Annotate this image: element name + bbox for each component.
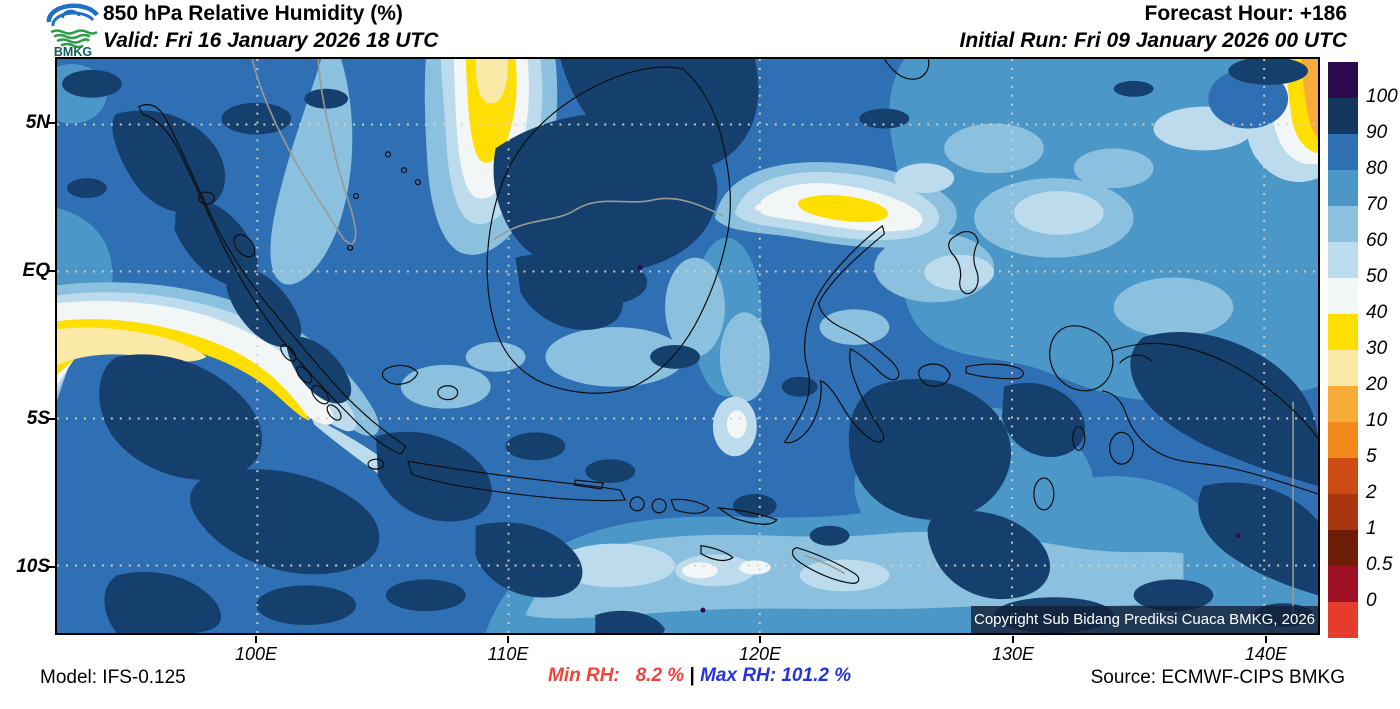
colorbar-segment [1328, 386, 1358, 422]
coastlines [137, 59, 1318, 584]
colorbar-tick-label: 100 [1366, 86, 1398, 107]
colorbar-segment [1328, 314, 1358, 350]
lon-label-140e: 140E [1244, 644, 1288, 664]
initial-run-label: Initial Run: Fri 09 January 2026 00 UTC [959, 29, 1347, 52]
colorbar-tick-label: 40 [1366, 302, 1388, 323]
colorbar-tick-label: 70 [1366, 194, 1388, 215]
colorbar-segment [1328, 602, 1358, 638]
colorbar-segment [1328, 458, 1358, 494]
colorbar-segment [1328, 242, 1358, 278]
colorbar-tick-label: 60 [1366, 230, 1388, 251]
lat-label-eq: EQ [22, 260, 50, 281]
colorbar-segment [1328, 566, 1358, 602]
colorbar-segment [1328, 278, 1358, 314]
lon-tick [255, 636, 257, 643]
source-label: Source: ECMWF-CIPS BMKG [1090, 667, 1345, 688]
min-rh-label: Min RH: 8.2 % [548, 665, 690, 686]
bmkg-logo: BMKG [44, 1, 102, 59]
lat-tick [48, 566, 55, 568]
model-label: Model: IFS-0.125 [40, 667, 186, 688]
rh-band-90-100 [61, 59, 1318, 633]
colorbar-segment [1328, 62, 1358, 98]
lon-label-100e: 100E [234, 644, 278, 664]
colorbar-tick-label: 0.5 [1366, 554, 1393, 575]
lon-label-120e: 120E [738, 644, 782, 664]
bmkg-logo-text: BMKG [54, 45, 92, 57]
copyright-overlay: Copyright Sub Bidang Prediksi Cuaca BMKG… [971, 606, 1318, 633]
rh-contour-map [57, 59, 1318, 633]
forecast-hour-label: Forecast Hour: +186 [1144, 2, 1348, 25]
colorbar-segment [1328, 422, 1358, 458]
rh-map-frame: Copyright Sub Bidang Prediksi Cuaca BMKG… [55, 57, 1320, 635]
colorbar-tick-label: 0 [1366, 590, 1377, 611]
colorbar-tick-label: 50 [1366, 266, 1388, 287]
minmax-rh: Min RH: 8.2 % | Max RH: 101.2 % [548, 665, 851, 687]
max-rh-label: Max RH: 101.2 % [700, 665, 852, 686]
rh-band-20-30 [57, 59, 508, 365]
lat-tick [48, 122, 55, 124]
colorbar-segment [1328, 530, 1358, 566]
colorbar-segment [1328, 494, 1358, 530]
lat-label-10s: 10S [16, 556, 50, 577]
colorbar-tick-label: 80 [1366, 158, 1388, 179]
colorbar-segment [1328, 206, 1358, 242]
colorbar-tick-label: 20 [1366, 374, 1388, 395]
graticule [57, 59, 1318, 633]
colorbar-tick-label: 10 [1366, 410, 1388, 431]
colorbar-segment [1328, 350, 1358, 386]
lon-tick [1012, 636, 1014, 643]
bmkg-logo-icon: BMKG [46, 3, 99, 59]
lon-tick [1265, 636, 1267, 643]
page-title: 850 hPa Relative Humidity (%) [103, 2, 403, 25]
colorbar-segment [1328, 134, 1358, 170]
colorbar-tick-label: 90 [1366, 122, 1388, 143]
colorbar-tick-label: 5 [1366, 446, 1377, 467]
rh-band-10-20 [1301, 59, 1318, 139]
colorbar-tick-label: 1 [1366, 518, 1377, 539]
colorbar [1328, 62, 1358, 638]
lat-tick [48, 270, 55, 272]
lon-label-110e: 110E [487, 644, 529, 664]
colorbar-tick-label: 30 [1366, 338, 1388, 359]
lat-tick [48, 418, 55, 420]
country-borders [251, 59, 1294, 616]
lat-label-5s: 5S [26, 408, 50, 429]
rh-band-above-100 [637, 265, 1241, 613]
colorbar-segment [1328, 170, 1358, 206]
valid-time-label: Valid: Fri 16 January 2026 18 UTC [103, 29, 439, 52]
lat-label-5n: 5N [25, 112, 50, 133]
colorbar-tick-label: 2 [1366, 482, 1377, 503]
lon-tick [507, 636, 509, 643]
minmax-separator: | [689, 665, 701, 686]
lon-label-130e: 130E [991, 644, 1035, 664]
colorbar-segment [1328, 98, 1358, 134]
lon-tick [759, 636, 761, 643]
